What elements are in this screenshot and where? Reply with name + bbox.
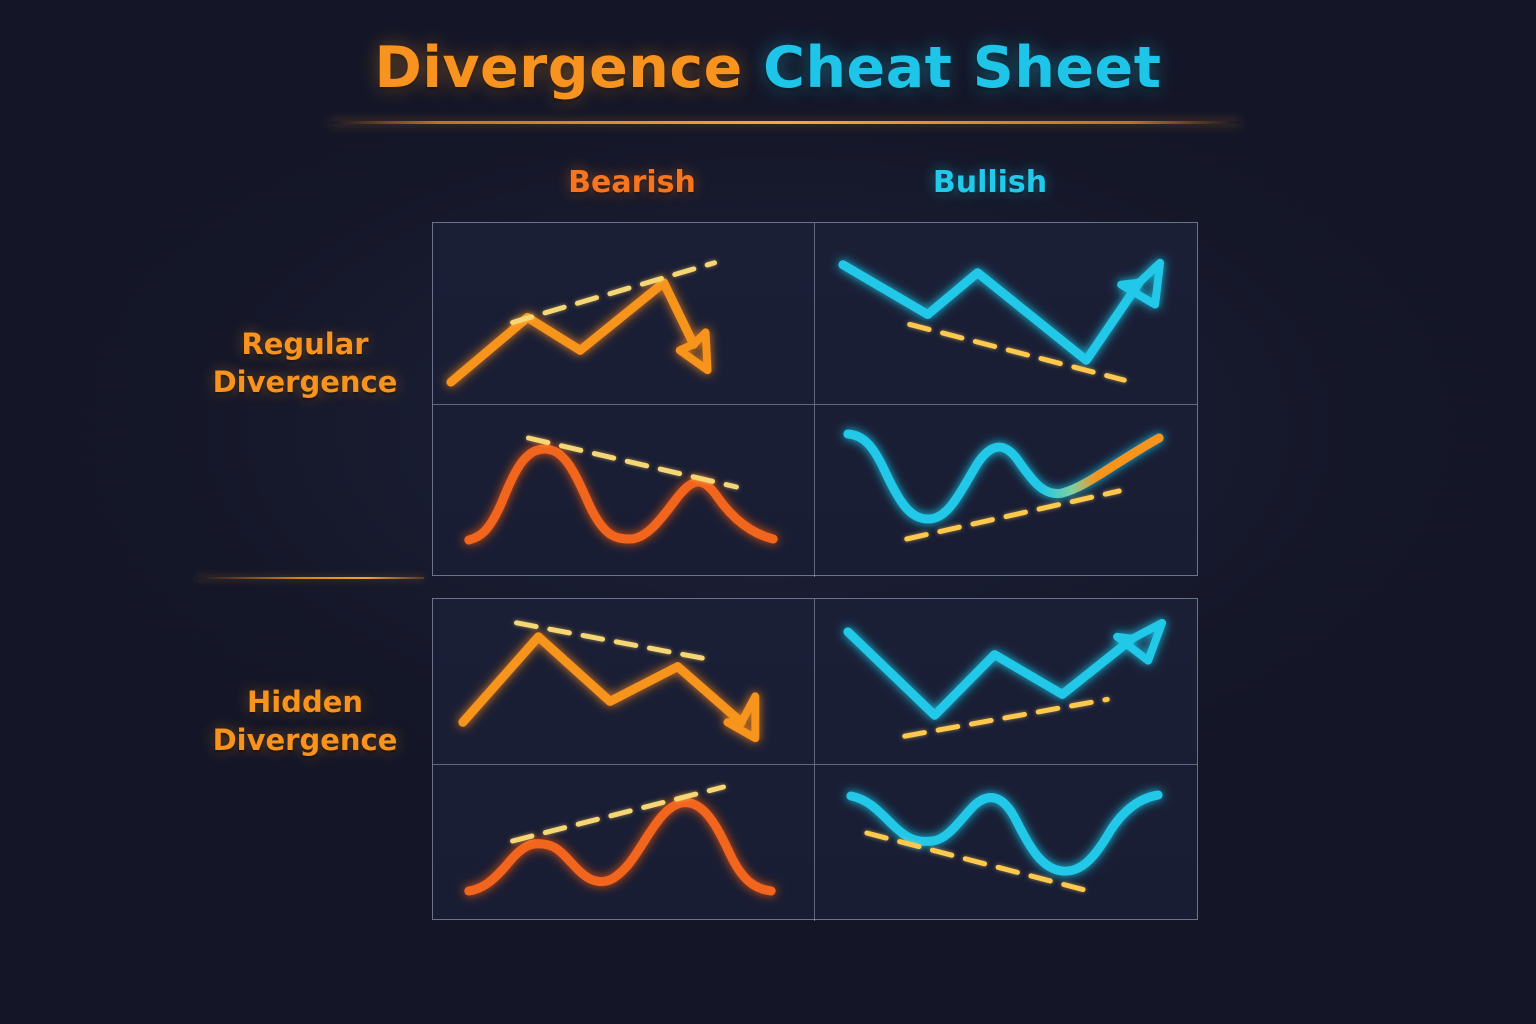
regular-divergence-grid	[432, 222, 1198, 577]
row-section-divider	[196, 577, 424, 579]
trendline-regular-bullish-price	[907, 321, 1127, 383]
row-label-regular-divergence: Regular Divergence	[160, 325, 450, 402]
price-line-hidden-bearish	[458, 632, 760, 743]
cell-regular-bullish-indicator[interactable]	[815, 405, 1197, 577]
column-header-bearish: Bearish	[568, 165, 696, 200]
title-part-primary: Divergence	[374, 35, 743, 101]
row-label-hidden-divergence: Hidden Divergence	[160, 683, 450, 760]
trendline-hidden-bearish-indicator	[510, 784, 726, 844]
cell-hidden-bearish-price[interactable]	[433, 599, 815, 765]
price-line-hidden-bullish	[843, 618, 1167, 720]
row-label-hidden-line2: Divergence	[212, 723, 398, 758]
title-underline-divider	[330, 121, 1240, 124]
trendline-regular-bullish-indicator	[904, 488, 1122, 542]
trendline-hidden-bullish-price	[902, 696, 1110, 739]
row-label-regular-line2: Divergence	[212, 365, 398, 400]
hidden-divergence-grid	[432, 598, 1198, 921]
trendline-regular-bearish-indicator	[526, 435, 739, 490]
cell-regular-bearish-price[interactable]	[433, 223, 815, 405]
row-label-hidden-line1: Hidden	[246, 685, 364, 719]
cell-regular-bullish-price[interactable]	[815, 223, 1197, 405]
trendline-hidden-bearish-price	[514, 620, 719, 664]
column-header-bullish: Bullish	[932, 165, 1048, 200]
cell-hidden-bearish-indicator[interactable]	[433, 765, 815, 921]
cell-regular-bearish-indicator[interactable]	[433, 405, 815, 577]
page-title: Divergence Cheat Sheet	[0, 40, 1536, 97]
cell-hidden-bullish-indicator[interactable]	[815, 765, 1197, 921]
price-line-regular-bullish	[838, 258, 1165, 365]
trendline-hidden-bullish-indicator	[864, 830, 1099, 896]
oscillator-regular-bearish	[464, 444, 778, 545]
oscillator-regular-bullish	[843, 429, 1164, 524]
oscillator-hidden-bullish	[846, 790, 1163, 876]
trendline-regular-bearish-price	[510, 260, 718, 325]
title-part-secondary: Cheat Sheet	[763, 35, 1162, 101]
oscillator-hidden-bearish	[464, 798, 776, 896]
price-line-regular-bearish	[446, 278, 712, 387]
row-label-regular-line1: Regular	[241, 327, 369, 361]
cell-hidden-bullish-price[interactable]	[815, 599, 1197, 765]
